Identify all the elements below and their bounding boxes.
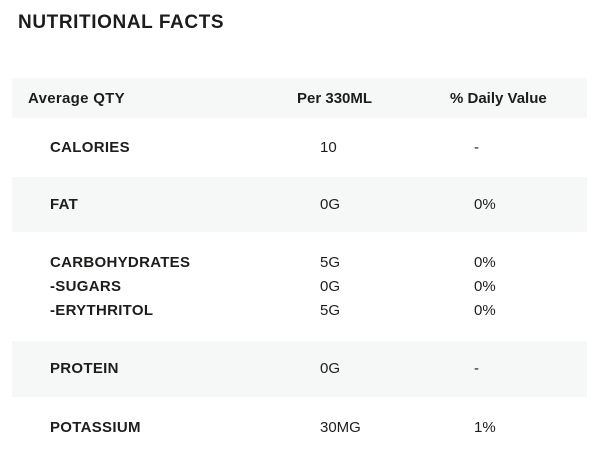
row-daily-value: 1% [474, 418, 496, 436]
row-label: CARBOHYDRATES [50, 253, 191, 271]
table-row: PROTEIN 0G - [12, 357, 587, 381]
header-average-qty: Average QTY [28, 89, 125, 107]
row-label: CALORIES [50, 138, 130, 156]
row-label: FAT [50, 195, 79, 213]
table-group: CARBOHYDRATES 5G 0% -SUGARS 0G 0% -ERYTHRITOL 5… [12, 232, 587, 341]
row-per-330ml-value: 10 [320, 138, 337, 156]
page-title: NUTRITIONAL FACTS [18, 12, 225, 33]
row-daily-value: - [474, 360, 479, 377]
table-row: POTASSIUM 30MG 1% [12, 416, 587, 440]
row-daily-value: 0% [474, 277, 496, 295]
table-row: -SUGARS 0G 0% [12, 275, 587, 299]
row-per-330ml-value: 0G [320, 277, 341, 295]
row-label: -SUGARS [50, 277, 122, 295]
row-per-330ml-value: 30MG [320, 418, 361, 436]
header-per-330ml: Per 330ML [297, 89, 373, 107]
table-row: CALORIES 10 - [12, 136, 587, 160]
table-row: FAT 0G 0% [12, 193, 587, 217]
table-group: POTASSIUM 30MG 1% [12, 397, 587, 458]
row-label: -ERYTHRITOL [50, 301, 154, 319]
header-daily-value: % Daily Value [450, 89, 547, 107]
row-daily-value: 0% [474, 301, 496, 319]
row-daily-value: 0% [474, 253, 496, 271]
row-label: PROTEIN [50, 360, 119, 377]
row-per-330ml-value: 5G [320, 253, 341, 271]
row-per-330ml-value: 0G [320, 360, 341, 377]
row-per-330ml-value: 5G [320, 301, 341, 319]
table-group: FAT 0G 0% [12, 177, 587, 232]
table-group: CALORIES 10 - [12, 118, 587, 177]
table-row: -ERYTHRITOL 5G 0% [12, 299, 587, 323]
nutrition-table: Average QTY Per 330ML % Daily Value CALO… [12, 78, 587, 458]
row-per-330ml-value: 0G [320, 195, 341, 213]
table-group: PROTEIN 0G - [12, 341, 587, 397]
table-header-row: Average QTY Per 330ML % Daily Value [12, 78, 587, 118]
row-daily-value: 0% [474, 195, 496, 213]
table-row: CARBOHYDRATES 5G 0% [12, 251, 587, 275]
table-body: CALORIES 10- FAT 0G 0% CARBOHYDRATES 5G 0% -SUGA… [12, 118, 587, 458]
row-daily-value: - [474, 138, 479, 156]
row-label: POTASSIUM [50, 418, 141, 436]
